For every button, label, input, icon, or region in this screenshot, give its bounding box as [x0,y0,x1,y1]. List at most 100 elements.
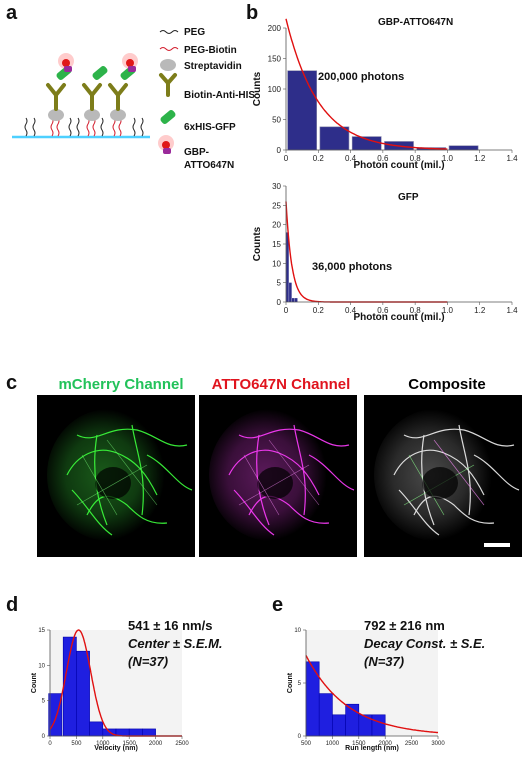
stat-value: 541 ± 16 nm/s [128,618,212,633]
x-tick-label: 1.0 [442,154,454,163]
chart-photon-gbp: 0 0.2 0.4 0.6 0.8 1.0 1.2 1.4 0 50 100 150 200 Photon… [252,17,518,170]
y-tick-label: 25 [272,201,281,210]
x-tick-label: 2000 [149,741,163,747]
histogram-bar [371,714,386,737]
y-tick-label: 20 [272,221,281,230]
x-tick-label: 1.4 [506,154,518,163]
atto-image [199,395,357,557]
histogram-bar [48,693,63,737]
y-tick-label: 10 [38,663,45,669]
x-axis-label: Photon count (mil.) [353,312,444,323]
x-axis-label: Velocity (nm) [94,745,138,752]
y-tick-label: 150 [268,55,282,64]
x-tick-label: 2000 [379,741,393,747]
y-tick-label: 200 [268,24,282,33]
stat-n: (N=37) [128,654,168,669]
y-tick-label: 0 [42,734,46,740]
peg-legend-icon [159,30,179,34]
x-tick-label: 0 [48,741,52,747]
chart-title: GBP-ATTO647N [378,17,453,28]
y-tick-label: 10 [294,628,301,634]
peg-biotin-legend-icon [159,47,179,51]
y-tick-label: 5 [298,681,302,687]
histogram-bar [318,693,333,737]
x-tick-label: 1000 [96,741,110,747]
histogram-bar [448,145,479,151]
histogram-bar [286,232,289,302]
y-tick-label: 50 [272,116,281,125]
panel-label-b: b [246,2,259,24]
histogram-bar [128,728,143,737]
y-axis-label: Counts [252,71,263,106]
chart-annotation: 200,000 photons [318,71,404,83]
panel-label-a: a [6,2,18,24]
x-tick-label: 0.4 [345,154,357,163]
mcherry-channel-title: mCherry Channel [58,376,184,393]
legend-his-gfp: 6xHIS-GFP [184,122,236,133]
x-tick-label: 0.8 [410,306,422,315]
composite-image [364,395,522,557]
histogram-bar [89,721,104,737]
x-axis-label: Run length (nm) [345,745,399,752]
x-tick-label: 2500 [405,741,419,747]
chart-photon-gfp: 0 0.2 0.4 0.6 0.8 1.0 1.2 1.4 0 5 10 15 20 25 30 Photon… [252,182,518,323]
y-axis-label: Count [287,672,294,693]
y-tick-label: 0 [298,734,302,740]
legend-gbp-line2: ATTO647N [184,160,235,171]
gbp-atto-legend-icon [158,135,174,154]
x-tick-label: 500 [71,741,82,747]
histogram-bar [76,650,90,737]
atto-channel-title: ATTO647N Channel [211,376,351,393]
his-gfp-legend-icon [160,110,176,124]
x-axis-label: Photon count (mil.) [353,160,444,170]
peg-brush [24,117,144,137]
legend-gbp-line1: GBP- [184,147,209,158]
chart-title: GFP [398,192,419,203]
x-tick-label: 0.6 [377,154,389,163]
scale-bar [484,543,510,547]
x-tick-label: 0 [284,306,289,315]
x-tick-label: 0.6 [377,306,389,315]
histogram-bar [332,714,346,737]
histogram-bar [142,728,156,737]
x-tick-label: 1500 [123,741,137,747]
y-tick-label: 5 [277,279,282,288]
legend-streptavidin: Streptavidin [184,61,242,72]
histogram-bar [291,298,295,302]
x-tick-label: 1000 [326,741,340,747]
histogram-bar [294,298,298,302]
legend-peg-biotin: PEG-Biotin [184,45,237,56]
x-tick-label: 0.2 [313,154,325,163]
x-tick-label: 0 [284,154,289,163]
y-tick-label: 0 [277,146,282,155]
panel-label-d: d [6,594,19,616]
y-axis-label: Counts [252,226,263,261]
stat-method: Center ± S.E.M. [128,636,223,651]
legend-anti-his: Biotin-Anti-HIS [184,90,256,101]
x-tick-label: 0.2 [313,306,325,315]
stat-method: Decay Const. ± S.E. [364,636,485,651]
x-tick-label: 1.2 [474,154,486,163]
construct-1 [46,53,74,121]
y-tick-label: 100 [268,85,282,94]
x-tick-label: 2500 [175,741,189,747]
fit-curve [305,655,439,734]
peg-biotin-linkers [50,117,122,137]
x-tick-label: 1.2 [474,306,486,315]
y-tick-label: 30 [272,182,281,191]
x-tick-label: 3000 [431,741,445,747]
assay-schematic [12,30,179,154]
construct-2 [82,66,108,121]
y-tick-label: 15 [38,628,45,634]
x-tick-label: 1.0 [442,306,454,315]
x-tick-label: 0.4 [345,306,357,315]
mcherry-image [37,395,195,557]
stat-value: 792 ± 216 nm [364,618,445,633]
y-tick-label: 0 [277,298,282,307]
legend-gbp-atto: GBP- ATTO647N [184,146,234,172]
streptavidin-legend-icon [160,59,176,71]
composite-channel-title: Composite [408,376,486,393]
legend-peg: PEG [184,27,206,38]
chart-run-length: 500 1000 1500 2000 2500 3000 0 5 10 Run length (n… [287,618,485,752]
panel-label-e: e [272,594,284,616]
